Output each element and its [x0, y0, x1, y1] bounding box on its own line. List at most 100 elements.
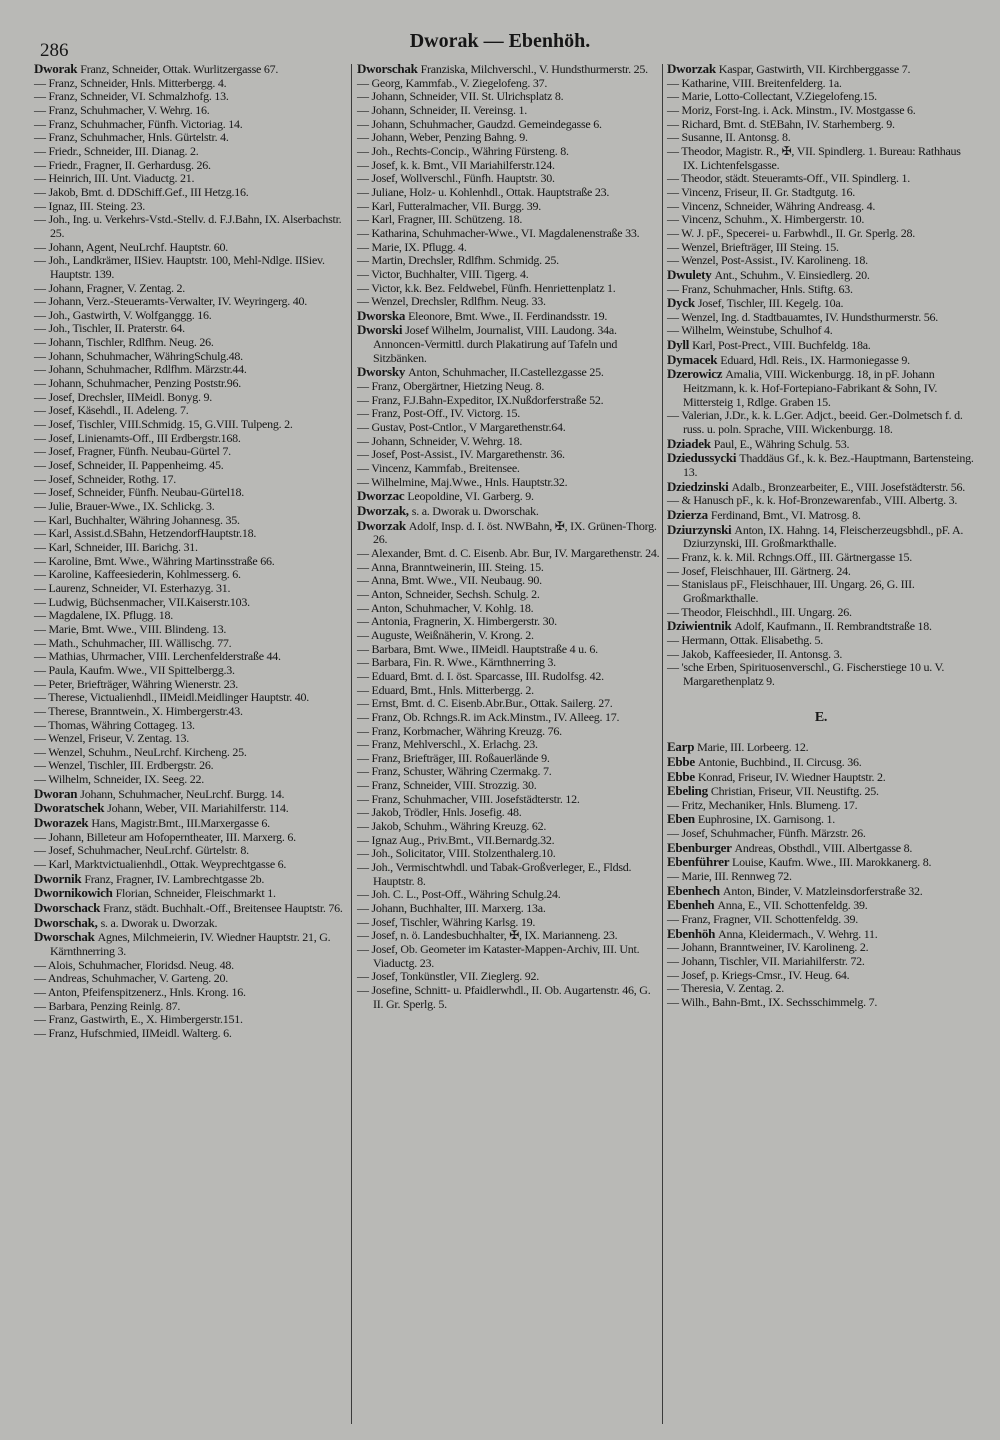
surname: Dwornikowich [34, 885, 116, 901]
directory-entry: — Franz, Post-Off., IV. Victorg. 15. [357, 407, 660, 421]
entry-text: — Friedr., Fragner, II. Gerhardusg. 26. [34, 157, 211, 172]
entry-text: — Theodor, Magistr. R., ✠, VII. Spindler… [667, 143, 961, 172]
entry-text: — Josef, k. k. Bmt., VII Mariahilferstr.… [357, 157, 555, 172]
entry-text: — Georg, Kammfab., V. Ziegelofeng. 37. [357, 75, 548, 90]
directory-entry: Dworzak, s. a. Dworak u. Dworschak. [357, 504, 660, 519]
entry-text: — Katharine, VIII. Breitenfelderg. 1a. [667, 75, 842, 90]
entry-text: — Franz, Schneider, Hnls. Mitterbergg. 4… [34, 75, 227, 90]
directory-entry: — Johann, Fragner, V. Zentag. 2. [34, 281, 346, 296]
directory-entry: — Marie, Bmt. Wwe., VIII. Blindeng. 13. [34, 622, 346, 637]
entry-text: — Franz, k. k. Mil. Rchngs.Off., III. Gä… [667, 549, 913, 564]
directory-entry: — Joh. C. L., Post-Off., Währing Schulg.… [357, 888, 660, 902]
directory-entry: Dymacek Eduard, Hdl. Reis., IX. Harmonie… [667, 352, 975, 368]
entry-text: — Joh., Vermischtwhdl. und Tabak-Großver… [357, 860, 632, 888]
directory-entry: — Franz, Hufschmied, IIMeidl. Walterg. 6… [34, 1025, 346, 1041]
surname: Dworzak [357, 517, 409, 533]
page-title: Dworak — Ebenhöh. [409, 30, 591, 52]
directory-entry: — Johann, Verz.-Steueramts-Verwalter, IV… [34, 294, 346, 309]
entry-text: — Joh., Rechts-Concip., Währing Fürsteng… [357, 143, 569, 158]
directory-entry: Ebenburger Andreas, Obsthdl., VIII. Albe… [667, 840, 975, 856]
entry-text: — Ernst, Bmt. d. C. Eisenb.Abr.Bur., Ott… [357, 696, 613, 711]
directory-entry: Dwornik Franz, Fragner, IV. Lambrechtgas… [34, 871, 346, 887]
entry-text: Paul, E., Währing Schulg. 53. [713, 436, 850, 451]
entry-text: Johann, Weber, VII. Mariahilferstr. 114. [107, 801, 289, 816]
entry-text: Anna, E., VII. Schottenfeldg. 39. [717, 898, 868, 913]
directory-entry: — Karl, Futteralmacher, VII. Burgg. 39. [357, 199, 660, 214]
directory-entry: — Vincenz, Friseur, II. Gr. Stadtgutg. 1… [667, 184, 975, 200]
entry-text: — Vincenz, Friseur, II. Gr. Stadtgutg. 1… [667, 184, 856, 199]
entry-text: — Katharina, Schuhmacher-Wwe., VI. Magda… [357, 225, 640, 240]
directory-entry: — Wenzel, Tischler, III. Erdbergstr. 26. [34, 759, 346, 773]
directory-entry: — Josef, Schneider, Fünfh. Neubau-Gürtel… [34, 486, 346, 500]
directory-entry: — Martin, Drechsler, Rdlfhm. Schmidg. 25… [357, 253, 660, 268]
entry-text: — Vincenz, Schneider, Währing Andreasg. … [667, 198, 876, 213]
entry-text: Marie, III. Lorbeerg. 12. [697, 740, 809, 755]
directory-entry: — Karoline, Kaffeesiederin, Kohlmesserg.… [34, 567, 346, 582]
entry-text: — Wenzel, Drechsler, Rdlfhm. Neug. 33. [357, 294, 546, 309]
directory-entry: — Ignaz Aug., Priv.Bmt., VII.Bernardg.32… [357, 833, 660, 848]
directory-entry: — Johann, Schneider, VII. St. Ulrichspla… [357, 89, 660, 104]
directory-entry: — Wenzel, Friseur, V. Zentag. 13. [34, 731, 346, 746]
directory-entry: — Johann, Schuhmacher, Gaudzd. Gemeindeg… [357, 116, 660, 132]
directory-entry: — Johann, Billeteur am Hofoperntheater, … [34, 829, 346, 845]
entry-text: — Jakob, Trödler, Hnls. Josefig. 48. [357, 805, 522, 820]
entry-text: Ferdinand, Bmt., VI. Matrosg. 8. [710, 508, 861, 522]
column-3: Dworzak Kaspar, Gastwirth, VII. Kirchber… [667, 62, 975, 1010]
directory-entry: Ebbe Antonie, Buchbind., II. Circusg. 36… [667, 755, 975, 770]
entry-text: — Heinrich, III. Unt. Viaductg. 21. [34, 171, 195, 186]
directory-entry: — Vincenz, Schuhm., X. Himbergerstr. 10. [667, 212, 975, 227]
entry-text: — Marie, IX. Pflugg. 4. [357, 239, 467, 254]
directory-entry: Dworschak Agnes, Milchmeierin, IV. Wiedn… [34, 930, 346, 958]
entry-text: — Anna, Bmt. Wwe., VII. Neubaug. 90. [357, 573, 542, 588]
entry-text: — Johann, Schuhmacher, Gaudzd. Gemeindeg… [357, 116, 602, 131]
directory-entry: — Josef, Schuhmacher, NeuLrchf. Gürtelst… [34, 844, 346, 858]
directory-entry: — Jakob, Kaffeesieder, II. Antonsg. 3. [667, 647, 975, 662]
directory-entry: — Karl, Marktvictualienhdl., Ottak. Weyp… [34, 857, 346, 872]
surname: Earp [667, 739, 698, 755]
directory-entry: — Josef, Ob. Geometer im Kataster-Mappen… [357, 942, 660, 970]
entry-text: Agnes, Milchmeierin, IV. Wiedner Hauptst… [50, 930, 331, 958]
surname: Ebenhech [667, 882, 723, 898]
directory-entry: — Franz, k. k. Mil. Rchngs.Off., III. Gä… [667, 549, 975, 565]
directory-entry: — Therese, Victualienhdl., IIMeidl.Meidl… [34, 690, 346, 705]
entry-text: Franz, Schneider, Ottak. Wurlitzergasse … [80, 62, 279, 76]
entry-text: — Josef, n. ö. Landesbuchhalter, ✠, IX. … [357, 928, 618, 943]
entry-text: — Josefine, Schnitt- u. Pfaidlerwhdl., I… [357, 982, 651, 1011]
column-divider [662, 64, 663, 1424]
directory-entry: Dworan Johann, Schuhmacher, NeuLrchf. Bu… [34, 786, 346, 802]
entry-text: — Wilhelmine, Maj.Wwe., Hnls. Hauptstr.3… [357, 474, 568, 489]
directory-entry: — Hermann, Ottak. Elisabethg. 5. [667, 633, 975, 648]
directory-entry: — W. J. pF., Specerei- u. Farbwhdl., II.… [667, 226, 975, 241]
entry-text: — Theodor, städt. Steueramts-Off., VII. … [667, 171, 911, 186]
directory-entry: Ebenführer Louise, Kaufm. Wwe., III. Mar… [667, 855, 975, 870]
surname: Dworazek [34, 815, 92, 831]
directory-entry: — Barbara, Fin. R. Wwe., Kärnthnerring 3… [357, 655, 660, 670]
column-2: Dworschak Franziska, Milchverschl., V. H… [357, 62, 660, 1011]
directory-entry: — Franz, Fragner, VII. Schottenfeldg. 39… [667, 912, 975, 927]
entry-text: Adalb., Bronzearbeiter, E., VIII. Josefs… [731, 479, 966, 494]
directory-entry: — Julie, Brauer-Wwe., IX. Schlickg. 3. [34, 499, 346, 514]
entry-text: — Josef, Schneider, Fünfh. Neubau-Gürtel… [34, 485, 245, 500]
surname: Dzerowicz [667, 366, 726, 382]
directory-entry: — Johann, Schuhmacher, WähringSchulg.48. [34, 349, 346, 364]
surname: Dworska [357, 307, 409, 323]
directory-entry: Ebenheh Anna, E., VII. Schottenfeldg. 39… [667, 898, 975, 913]
directory-entry: — Josef, Tonkünstler, VII. Zieglerg. 92. [357, 969, 660, 984]
entry-text: — Wenzel, Briefträger, III Steing. 15. [667, 239, 839, 254]
directory-entry: — Vincenz, Schneider, Währing Andreasg. … [667, 198, 975, 214]
entry-text: — Franz, Hufschmied, IIMeidl. Walterg. 6… [34, 1025, 232, 1040]
directory-entry: — Laurenz, Schneider, VI. Esterhazyg. 31… [34, 580, 346, 596]
directory-entry: — Franz, Schuhmacher, V. Wehrg. 16. [34, 103, 346, 118]
entry-text: — Joh., Landkrämer, IISiev. Hauptstr. 10… [34, 253, 325, 281]
directory-entry: — Josef, p. Kriegs-Cmsr., IV. Heug. 64. [667, 968, 975, 983]
entry-text: — Johann, Branntweiner, IV. Karolineng. … [667, 940, 869, 955]
entry-text: — Johann, Schneider, V. Wehrg. 18. [357, 433, 523, 448]
entry-text: — Laurenz, Schneider, VI. Esterhazyg. 31… [34, 580, 231, 595]
directory-entry: — Jakob, Schuhm., Währing Kreuzg. 62. [357, 819, 660, 834]
surname: Dworschack [34, 900, 104, 916]
entry-text: — Wenzel, Post-Assist., IV. Karolineng. … [667, 253, 868, 268]
directory-entry: — Josef, Fragner, Fünfh. Neubau-Gürtel 7… [34, 445, 346, 459]
entry-text: — Josef, Fragner, Fünfh. Neubau-Gürtel 7… [34, 444, 231, 459]
entry-text: — Johann, Billeteur am Hofoperntheater, … [34, 829, 296, 844]
directory-entry: — Theodor, städt. Steueramts-Off., VII. … [667, 171, 975, 186]
